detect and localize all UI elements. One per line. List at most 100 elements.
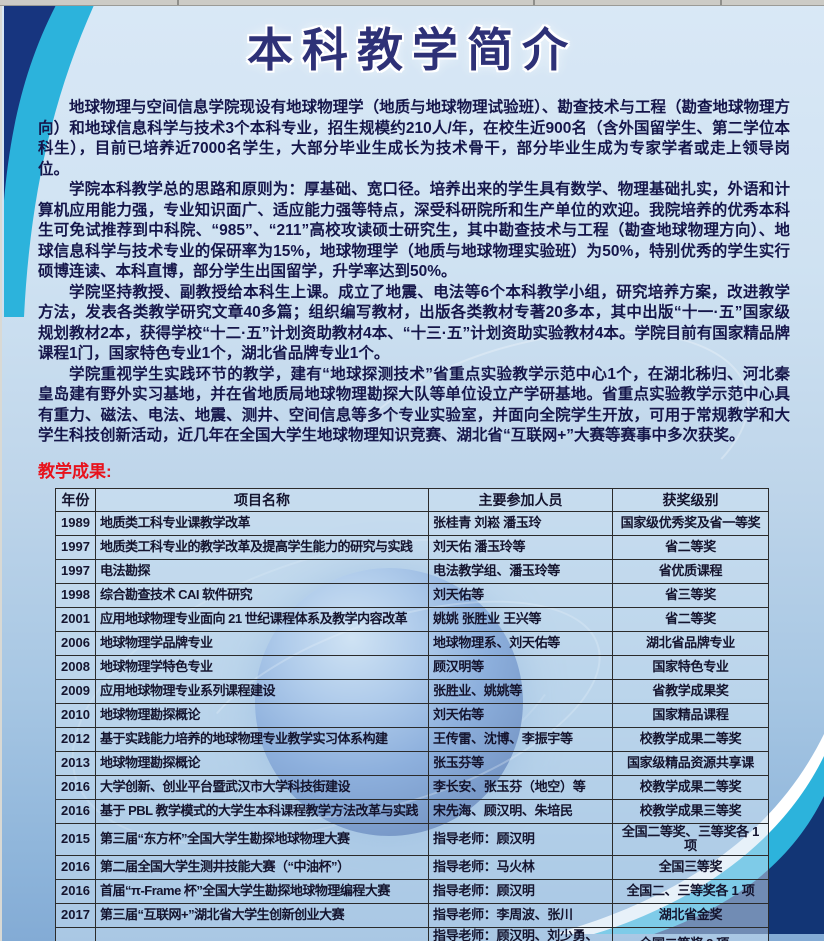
cell-year: 2006 xyxy=(55,630,96,656)
page-title: 本科教学简介 xyxy=(247,24,577,76)
table-row: 2012 基于实践能力培养的地球物理专业教学实习体系构建 王传雷、沈博、李振宇等… xyxy=(55,726,769,752)
cell-award: 省优质课程 xyxy=(612,558,769,584)
table-row: 2017 第三届“互联网+”湖北省大学生创新创业大赛 指导老师：李周波、张川 湖… xyxy=(55,903,769,929)
table-row: 1989 地质类工科专业课教学改革 张桂青 刘崧 潘玉玲 国家级优秀奖及省一等奖 xyxy=(55,510,769,536)
cell-participants: 刘天佑等 xyxy=(428,582,613,608)
cell-year: 2001 xyxy=(55,606,96,632)
cell-project: 地质类工科专业课教学改革 xyxy=(95,510,429,536)
cell-award: 校教学成果三等奖 xyxy=(612,798,769,824)
cell-project: 首届“π-Frame 杯”全国大学生勘探地球物理编程大赛 xyxy=(95,879,429,905)
cell-participants: 指导老师：李周波、张川 xyxy=(428,903,613,929)
cell-award: 省三等奖 xyxy=(612,582,769,608)
table-row: 2015 第三届“东方杯”全国大学生勘探地球物理大赛 指导老师：顾汉明 全国二等… xyxy=(55,822,769,857)
left-edge-line xyxy=(0,0,2,941)
cell-year: 2017 xyxy=(55,903,96,929)
cell-project: 基于实践能力培养的地球物理专业教学实习体系构建 xyxy=(95,726,429,752)
table-row: 2009 应用地球物理专业系列课程建设 张胜业、姚姚等 省教学成果奖 xyxy=(55,678,769,704)
cell-project: 综合勘查技术 CAI 软件研究 xyxy=(95,582,429,608)
cell-year: 2013 xyxy=(55,750,96,776)
cell-award: 全国二等奖、三等奖各 1 项 xyxy=(612,822,769,857)
table-row: 2016 大学创新、创业平台暨武汉市大学科技街建设 李长安、张玉芬（地空）等 校… xyxy=(55,774,769,800)
table-row: 2010 地球物理勘探概论 刘天佑等 国家精品课程 xyxy=(55,702,769,728)
cell-project: 地球物理学品牌专业 xyxy=(95,630,429,656)
cell-participants: 指导老师：顾汉明、刘少勇、朱培民、宋先海、蔡成国、王丽萍 xyxy=(428,927,613,941)
cell-year: 2016 xyxy=(55,798,96,824)
cell-year: 1997 xyxy=(55,534,96,560)
cell-award: 国家特色专业 xyxy=(612,654,769,680)
cell-year: 2016 xyxy=(55,879,96,905)
content-area: 地球物理与空间信息学院现设有地球物理学（地质与地球物理试验班）、勘查技术与工程（… xyxy=(0,98,824,941)
cell-participants: 电法教学组、潘玉玲等 xyxy=(428,558,613,584)
top-ruler-strip xyxy=(0,0,824,6)
cell-year: 2008 xyxy=(55,654,96,680)
cell-year: 2017 xyxy=(55,927,96,941)
cell-participants: 姚姚 张胜业 王兴等 xyxy=(428,606,613,632)
table-row: 2006 地球物理学品牌专业 地球物理系、刘天佑等 湖北省品牌专业 xyxy=(55,630,769,656)
cell-year: 2009 xyxy=(55,678,96,704)
cell-participants: 指导老师：顾汉明 xyxy=(428,879,613,905)
cell-project: 第五届“东方杯”全国大学生勘探地球物理大赛 xyxy=(95,927,429,941)
cell-award: 国家级精品资源共享课 xyxy=(612,750,769,776)
col-header-participants: 主要参加人员 xyxy=(428,487,613,512)
table-header-row: 年份 项目名称 主要参加人员 获奖级别 xyxy=(55,487,769,512)
cell-award: 全国二等奖 2 项、 三等奖 5 项 xyxy=(612,927,769,941)
cell-year: 2016 xyxy=(55,774,96,800)
cell-award: 全国二、三等奖各 1 项 xyxy=(612,879,769,905)
cell-award: 全国三等奖 xyxy=(612,855,769,881)
results-table: 年份 项目名称 主要参加人员 获奖级别 1989 地质类工科专业课教学改革 张桂… xyxy=(55,487,769,941)
cell-participants: 刘天佑 潘玉玲等 xyxy=(428,534,613,560)
cell-participants: 地球物理系、刘天佑等 xyxy=(428,630,613,656)
results-table-wrap: 年份 项目名称 主要参加人员 获奖级别 1989 地质类工科专业课教学改革 张桂… xyxy=(55,487,770,941)
top-left-ribbon xyxy=(4,5,94,317)
cell-participants: 王传雷、沈博、李振宇等 xyxy=(428,726,613,752)
table-row: 1998 综合勘查技术 CAI 软件研究 刘天佑等 省三等奖 xyxy=(55,582,769,608)
cell-project: 地质类工科专业的教学改革及提高学生能力的研究与实践 xyxy=(95,534,429,560)
cell-year: 1989 xyxy=(55,510,96,536)
cell-award: 省二等奖 xyxy=(612,606,769,632)
header-banner: 本科教学简介 xyxy=(0,0,824,98)
cell-award: 省教学成果奖 xyxy=(612,678,769,704)
cell-award: 国家精品课程 xyxy=(612,702,769,728)
table-row: 2016 基于 PBL 教学模式的大学生本科课程教学方法改革与实践 宋先海、顾汉… xyxy=(55,798,769,824)
table-row: 1997 地质类工科专业的教学改革及提高学生能力的研究与实践 刘天佑 潘玉玲等 … xyxy=(55,534,769,560)
cell-project: 地球物理勘探概论 xyxy=(95,702,429,728)
cell-participants: 刘天佑等 xyxy=(428,702,613,728)
cell-project: 基于 PBL 教学模式的大学生本科课程教学方法改革与实践 xyxy=(95,798,429,824)
cell-project: 大学创新、创业平台暨武汉市大学科技街建设 xyxy=(95,774,429,800)
cell-participants: 李长安、张玉芬（地空）等 xyxy=(428,774,613,800)
intro-paragraph-principles: 学院本科教学总的思路和原则为：厚基础、宽口径。培养出来的学生具有数学、物理基础扎… xyxy=(38,181,790,280)
cell-project: 第三届“互联网+”湖北省大学生创新创业大赛 xyxy=(95,903,429,929)
cell-project: 电法勘探 xyxy=(95,558,429,584)
cell-participants: 顾汉明等 xyxy=(428,654,613,680)
cell-year: 2010 xyxy=(55,702,96,728)
cell-award: 湖北省品牌专业 xyxy=(612,630,769,656)
cell-participants: 张桂青 刘崧 潘玉玲 xyxy=(428,510,613,536)
cell-project: 第二届全国大学生测井技能大赛（“中油杯”） xyxy=(95,855,429,881)
cell-year: 1997 xyxy=(55,558,96,584)
intro-paragraph-practice: 学院重视学生实践环节的教学，建有“地球探测技术”省重点实验教学示范中心1个，在湖… xyxy=(38,365,790,445)
cell-year: 2012 xyxy=(55,726,96,752)
table-row: 2008 地球物理学特色专业 顾汉明等 国家特色专业 xyxy=(55,654,769,680)
cell-award: 湖北省金奖 xyxy=(612,903,769,929)
col-header-project: 项目名称 xyxy=(95,487,429,512)
cell-award: 校教学成果二等奖 xyxy=(612,774,769,800)
ribbon-band-cyan xyxy=(4,5,94,317)
cell-participants: 指导老师：马火林 xyxy=(428,855,613,881)
results-label: 教学成果: xyxy=(38,461,112,481)
cell-project: 地球物理学特色专业 xyxy=(95,654,429,680)
cell-project: 应用地球物理专业系列课程建设 xyxy=(95,678,429,704)
table-row: 2013 地球物理勘探概论 张玉芬等 国家级精品资源共享课 xyxy=(55,750,769,776)
cell-award: 国家级优秀奖及省一等奖 xyxy=(612,510,769,536)
col-header-year: 年份 xyxy=(55,487,96,512)
cell-participants: 张胜业、姚姚等 xyxy=(428,678,613,704)
cell-project: 应用地球物理专业面向 21 世纪课程体系及教学内容改革 xyxy=(95,606,429,632)
table-row: 2017 第五届“东方杯”全国大学生勘探地球物理大赛 指导老师：顾汉明、刘少勇、… xyxy=(55,927,769,941)
cell-project: 第三届“东方杯”全国大学生勘探地球物理大赛 xyxy=(95,822,429,857)
cell-participants: 宋先海、顾汉明、朱培民 xyxy=(428,798,613,824)
intro-paragraph-overview: 地球物理与空间信息学院现设有地球物理学（地质与地球物理试验班）、勘查技术与工程（… xyxy=(38,99,790,178)
cell-year: 2016 xyxy=(55,855,96,881)
table-row: 2016 首届“π-Frame 杯”全国大学生勘探地球物理编程大赛 指导老师：顾… xyxy=(55,879,769,905)
cell-award: 校教学成果二等奖 xyxy=(612,726,769,752)
ribbon-band-navy xyxy=(654,796,824,934)
table-row: 1997 电法勘探 电法教学组、潘玉玲等 省优质课程 xyxy=(55,558,769,584)
